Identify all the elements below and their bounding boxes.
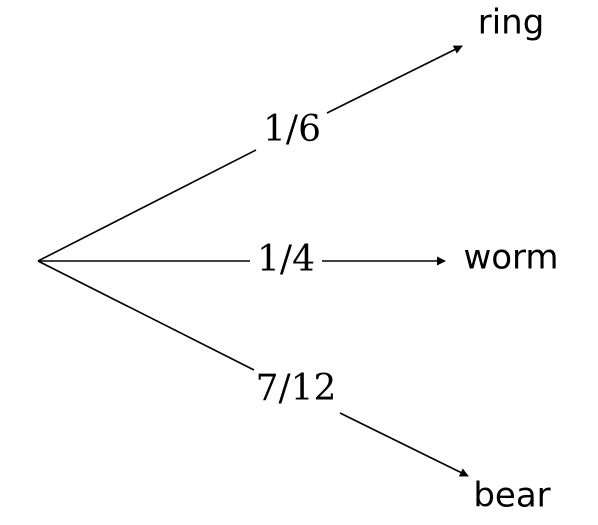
branch-bear-edge-right: [339, 412, 469, 477]
branch-ring: 1/6 ring: [37, 3, 545, 262]
outcome-worm-label: worm: [463, 238, 558, 278]
branch-bear-edge-left: [37, 260, 255, 371]
branch-bear-probability: 7/12: [256, 368, 337, 409]
branch-ring-probability: 1/6: [263, 109, 321, 150]
branch-worm-probability: 1/4: [257, 239, 315, 280]
branch-ring-edge-right: [326, 45, 463, 114]
outcome-ring-label: ring: [478, 3, 545, 43]
outcome-bear-label: bear: [473, 476, 550, 516]
branch-worm: 1/4 worm: [38, 238, 559, 280]
branch-bear: 7/12 bear: [37, 260, 551, 516]
branch-ring-edge-left: [37, 149, 257, 262]
